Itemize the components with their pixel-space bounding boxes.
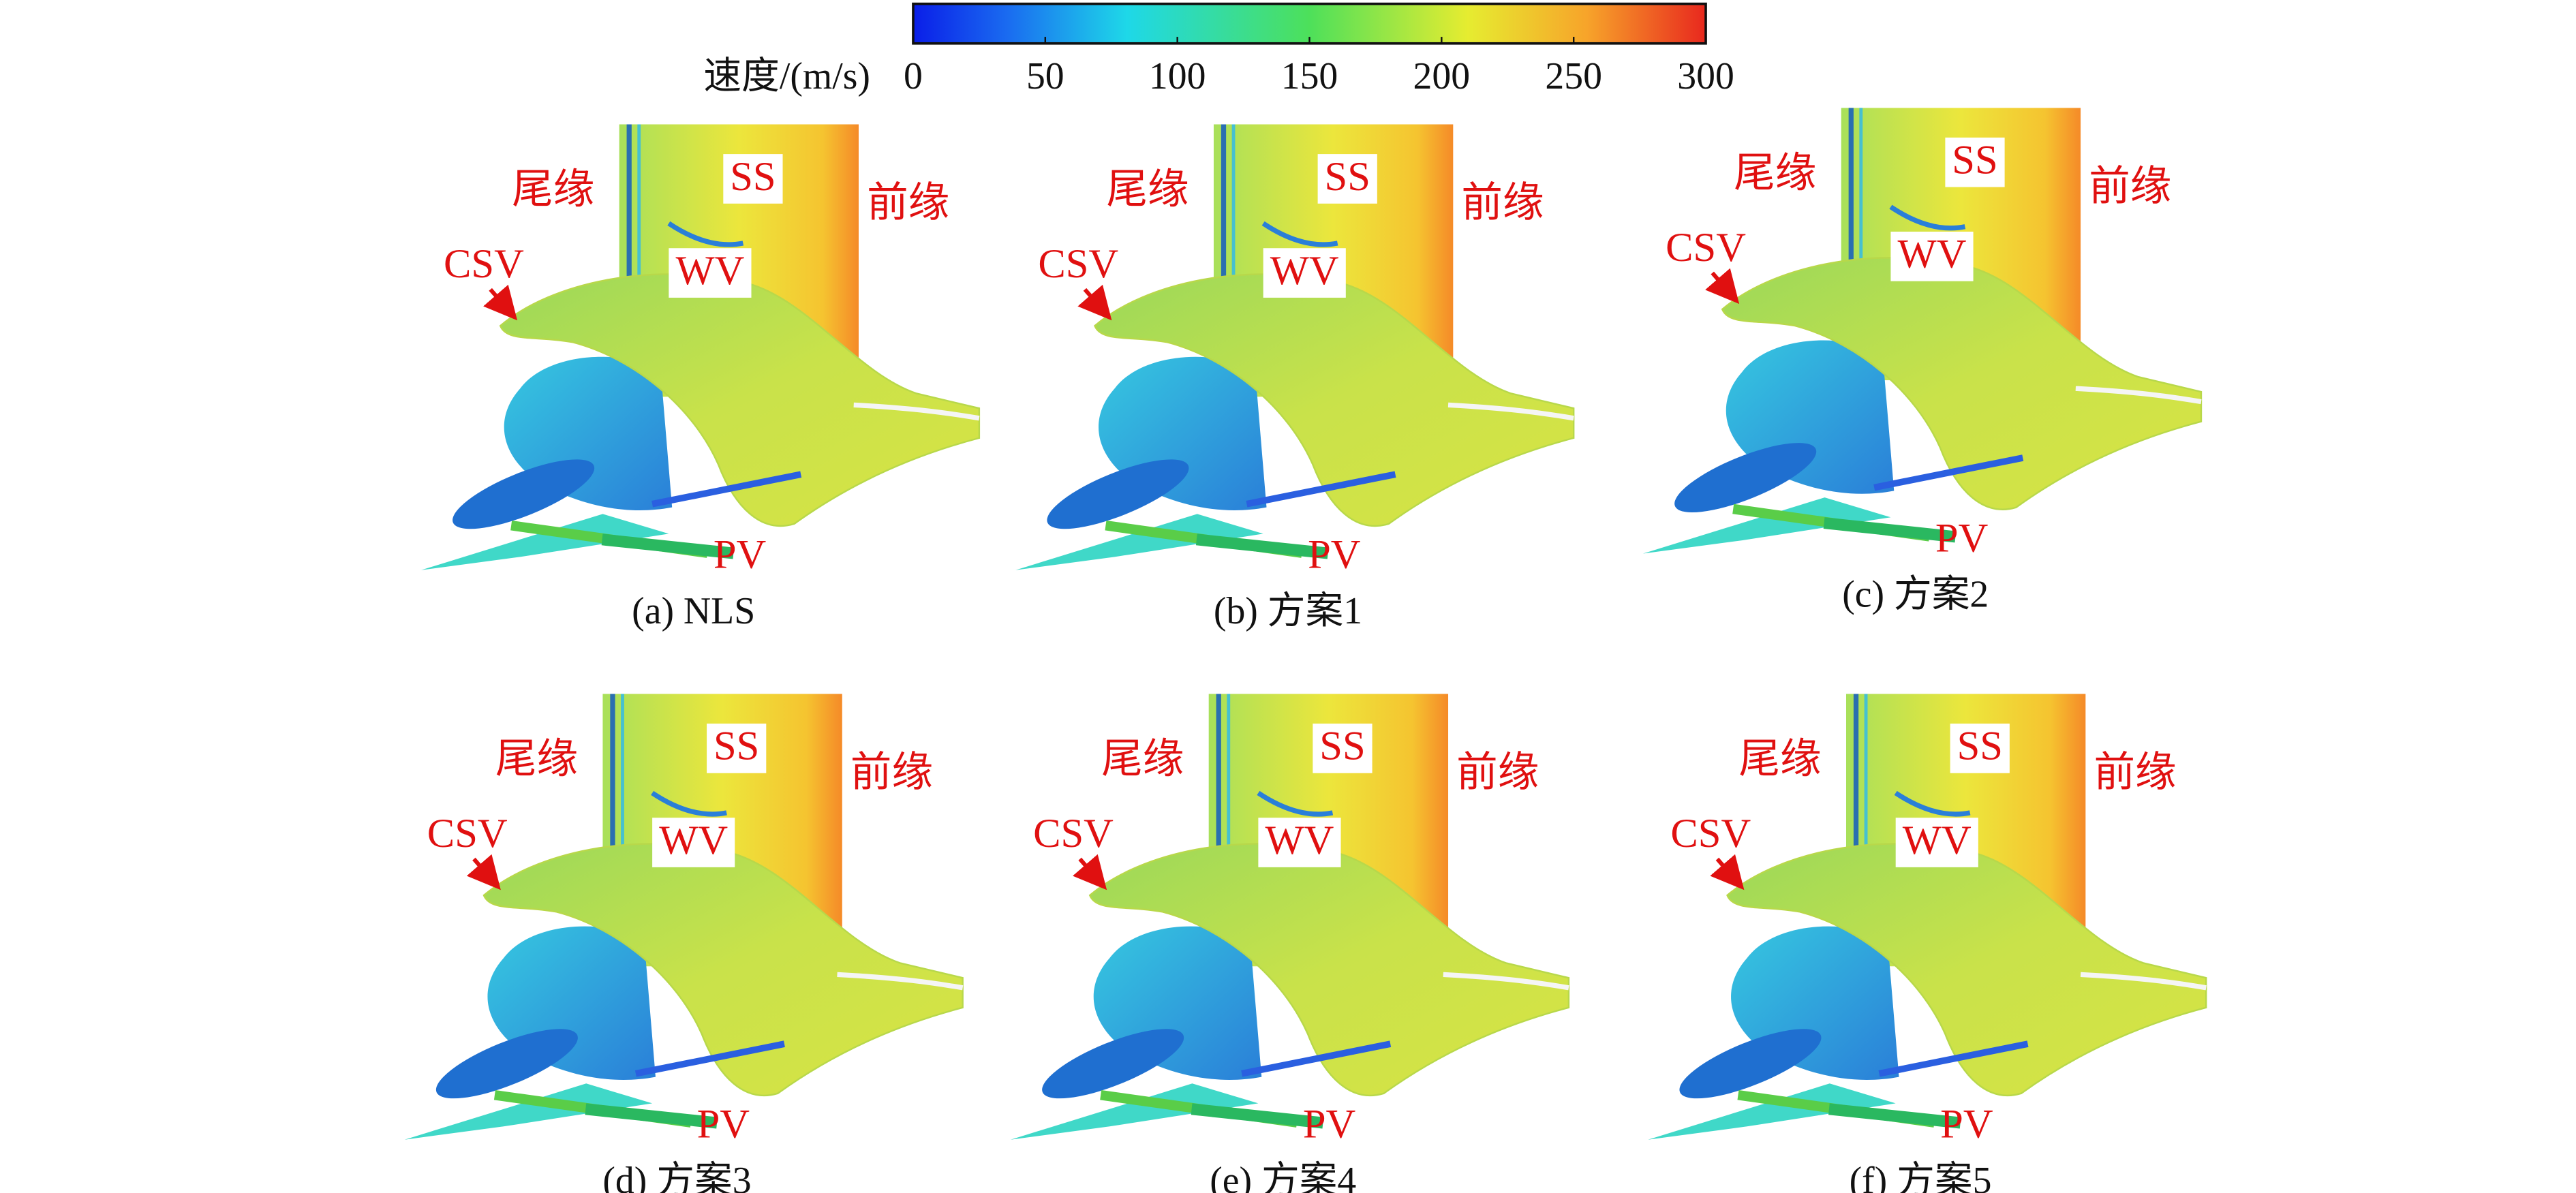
ss-label: SS — [1957, 724, 2003, 769]
csv-label: CSV — [444, 241, 524, 287]
colorbar-ticks: 0 50 100 150 200 250 300 — [904, 37, 1734, 97]
label-box — [1313, 724, 1373, 773]
panel-caption: (e) 方案4 — [1210, 1160, 1356, 1193]
panel: 尾缘 SS 前缘 CSV WV PV (b) 方案1 — [1015, 125, 1574, 632]
label-box — [723, 154, 783, 204]
panel: 尾缘 SS 前缘 CSV WV PV (c) 方案2 — [1643, 108, 2201, 616]
csv-label: CSV — [1038, 241, 1118, 287]
colorbar-tick-label: 150 — [1281, 55, 1338, 97]
colorbar-tick-label: 250 — [1545, 55, 1602, 97]
trailing-edge-label: 尾缘 — [1739, 737, 1822, 782]
panel-caption: (a) NLS — [632, 590, 755, 632]
panel: 尾缘 SS 前缘 CSV WV PV (a) NLS — [421, 125, 979, 632]
panel-caption: (d) 方案3 — [602, 1160, 751, 1193]
leading-edge-label: 前缘 — [1456, 750, 1539, 796]
pv-label: PV — [1940, 1102, 1993, 1147]
ss-label: SS — [1325, 154, 1370, 200]
trailing-edge-label: 尾缘 — [512, 167, 594, 213]
leading-edge-label: 前缘 — [867, 181, 949, 226]
panel-caption: (f) 方案5 — [1850, 1160, 1992, 1193]
leading-edge-label: 前缘 — [2094, 750, 2176, 796]
trailing-edge-label: 尾缘 — [1101, 737, 1184, 782]
panels: 尾缘 SS 前缘 CSV WV PV (a) NLS 尾缘 SS 前缘 CSV WV PV (b) 方案1… — [405, 108, 2207, 1193]
csv-label: CSV — [427, 811, 508, 856]
panel-caption: (c) 方案2 — [1842, 574, 1989, 616]
leading-edge-label: 前缘 — [850, 750, 933, 796]
label-box — [1945, 137, 2005, 187]
panel-caption: (b) 方案1 — [1214, 590, 1362, 632]
csv-arrow — [1073, 854, 1107, 890]
panel: 尾缘 SS 前缘 CSV WV PV (e) 方案4 — [1011, 694, 1569, 1193]
colorbar-tick-label: 200 — [1413, 55, 1471, 97]
colorbar-tick-label: 50 — [1026, 55, 1064, 97]
csv-arrow — [1077, 284, 1112, 321]
panel: 尾缘 SS 前缘 CSV WV PV (d) 方案3 — [405, 694, 963, 1193]
pv-label: PV — [1303, 1102, 1356, 1147]
label-box — [1317, 154, 1377, 204]
colorbar-label: 速度/(m/s) — [703, 55, 870, 97]
wv-label: WV — [1266, 818, 1334, 863]
csv-label: CSV — [1670, 811, 1751, 856]
label-box — [707, 724, 767, 773]
leading-edge-label: 前缘 — [1461, 181, 1544, 226]
csv-arrow — [1705, 268, 1740, 305]
csv-arrow — [466, 854, 501, 890]
wv-label: WV — [1898, 232, 1967, 277]
csv-label: CSV — [1666, 225, 1746, 270]
label-box — [652, 818, 735, 867]
colorbar-tick-label: 100 — [1149, 55, 1206, 97]
csv-arrow — [1710, 854, 1745, 890]
wv-label: WV — [675, 248, 744, 294]
label-box — [1258, 818, 1341, 867]
trailing-edge-label: 尾缘 — [1734, 151, 1816, 196]
ss-label: SS — [730, 154, 776, 200]
panel: 尾缘 SS 前缘 CSV WV PV (f) 方案5 — [1648, 694, 2206, 1193]
label-box — [1950, 724, 2010, 773]
leading-edge-label: 前缘 — [2089, 164, 2171, 209]
label-box — [1895, 818, 1978, 867]
label-box — [1890, 232, 1974, 281]
colorbar-tick-label: 0 — [904, 55, 923, 97]
ss-label: SS — [1319, 724, 1365, 769]
trailing-edge-label: 尾缘 — [495, 737, 578, 782]
wv-label: WV — [1903, 818, 1972, 863]
ss-label: SS — [1952, 138, 1997, 183]
pv-label: PV — [1308, 532, 1361, 578]
csv-arrow — [483, 284, 518, 321]
label-box — [1263, 248, 1346, 298]
wv-label: WV — [1270, 248, 1339, 294]
ss-label: SS — [714, 724, 759, 769]
pv-label: PV — [714, 532, 767, 578]
pv-label: PV — [697, 1102, 750, 1147]
label-box — [669, 248, 752, 298]
wv-label: WV — [659, 818, 728, 863]
pv-label: PV — [1935, 515, 1989, 561]
trailing-edge-label: 尾缘 — [1106, 167, 1189, 213]
colorbar-tick-label: 300 — [1677, 55, 1734, 97]
csv-label: CSV — [1033, 811, 1114, 856]
